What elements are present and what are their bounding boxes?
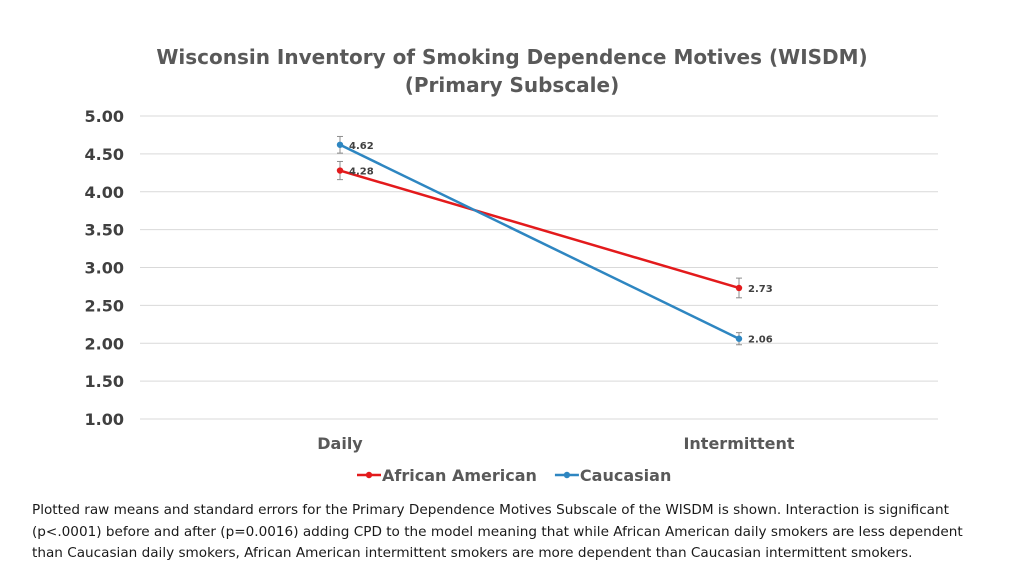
legend: African American Caucasian <box>357 466 671 485</box>
y-tick-label: 2.50 <box>85 296 124 315</box>
line-chart: Wisconsin Inventory of Smoking Dependenc… <box>85 45 938 485</box>
y-tick-label: 3.50 <box>85 221 124 240</box>
data-label: 2.06 <box>748 335 773 346</box>
y-tick-label: 2.00 <box>85 334 124 353</box>
data-point <box>336 167 344 174</box>
y-tick-label: 3.00 <box>85 259 124 278</box>
gridlines <box>140 115 938 420</box>
series: 4.28 2.73 4.62 2.06 <box>336 135 773 346</box>
legend-label: Caucasian <box>580 466 671 485</box>
legend-item: African American <box>357 466 537 485</box>
series-caucasian: 4.62 2.06 <box>336 135 773 346</box>
y-tick-label: 1.50 <box>85 372 124 391</box>
series-line <box>339 143 740 340</box>
x-tick-label: Daily <box>317 434 363 453</box>
data-label: 2.73 <box>748 284 773 295</box>
legend-item: Caucasian <box>554 466 671 485</box>
series-line <box>339 169 740 290</box>
y-tick-label: 4.50 <box>85 145 124 164</box>
y-axis: 5.00 4.50 4.00 3.50 3.00 2.50 2.00 1.50 1.00 <box>85 107 124 429</box>
data-point <box>336 141 344 148</box>
legend-label: African American <box>382 466 537 485</box>
series-african-american: 4.28 2.73 <box>336 160 773 299</box>
data-label: 4.62 <box>349 141 374 152</box>
figure-caption: Plotted raw means and standard errors fo… <box>32 502 963 561</box>
y-tick-label: 4.00 <box>85 183 124 202</box>
legend-marker <box>563 471 571 479</box>
data-label: 4.28 <box>349 167 374 178</box>
x-axis: Daily Intermittent <box>317 434 795 453</box>
x-tick-label: Intermittent <box>683 434 794 453</box>
data-point <box>735 284 743 292</box>
y-tick-label: 1.00 <box>85 410 124 429</box>
y-tick-label: 5.00 <box>85 107 124 126</box>
legend-marker <box>365 471 373 479</box>
chart-title: Wisconsin Inventory of Smoking Dependenc… <box>156 45 867 69</box>
chart-subtitle: (Primary Subscale) <box>405 73 620 97</box>
data-point <box>735 335 743 342</box>
